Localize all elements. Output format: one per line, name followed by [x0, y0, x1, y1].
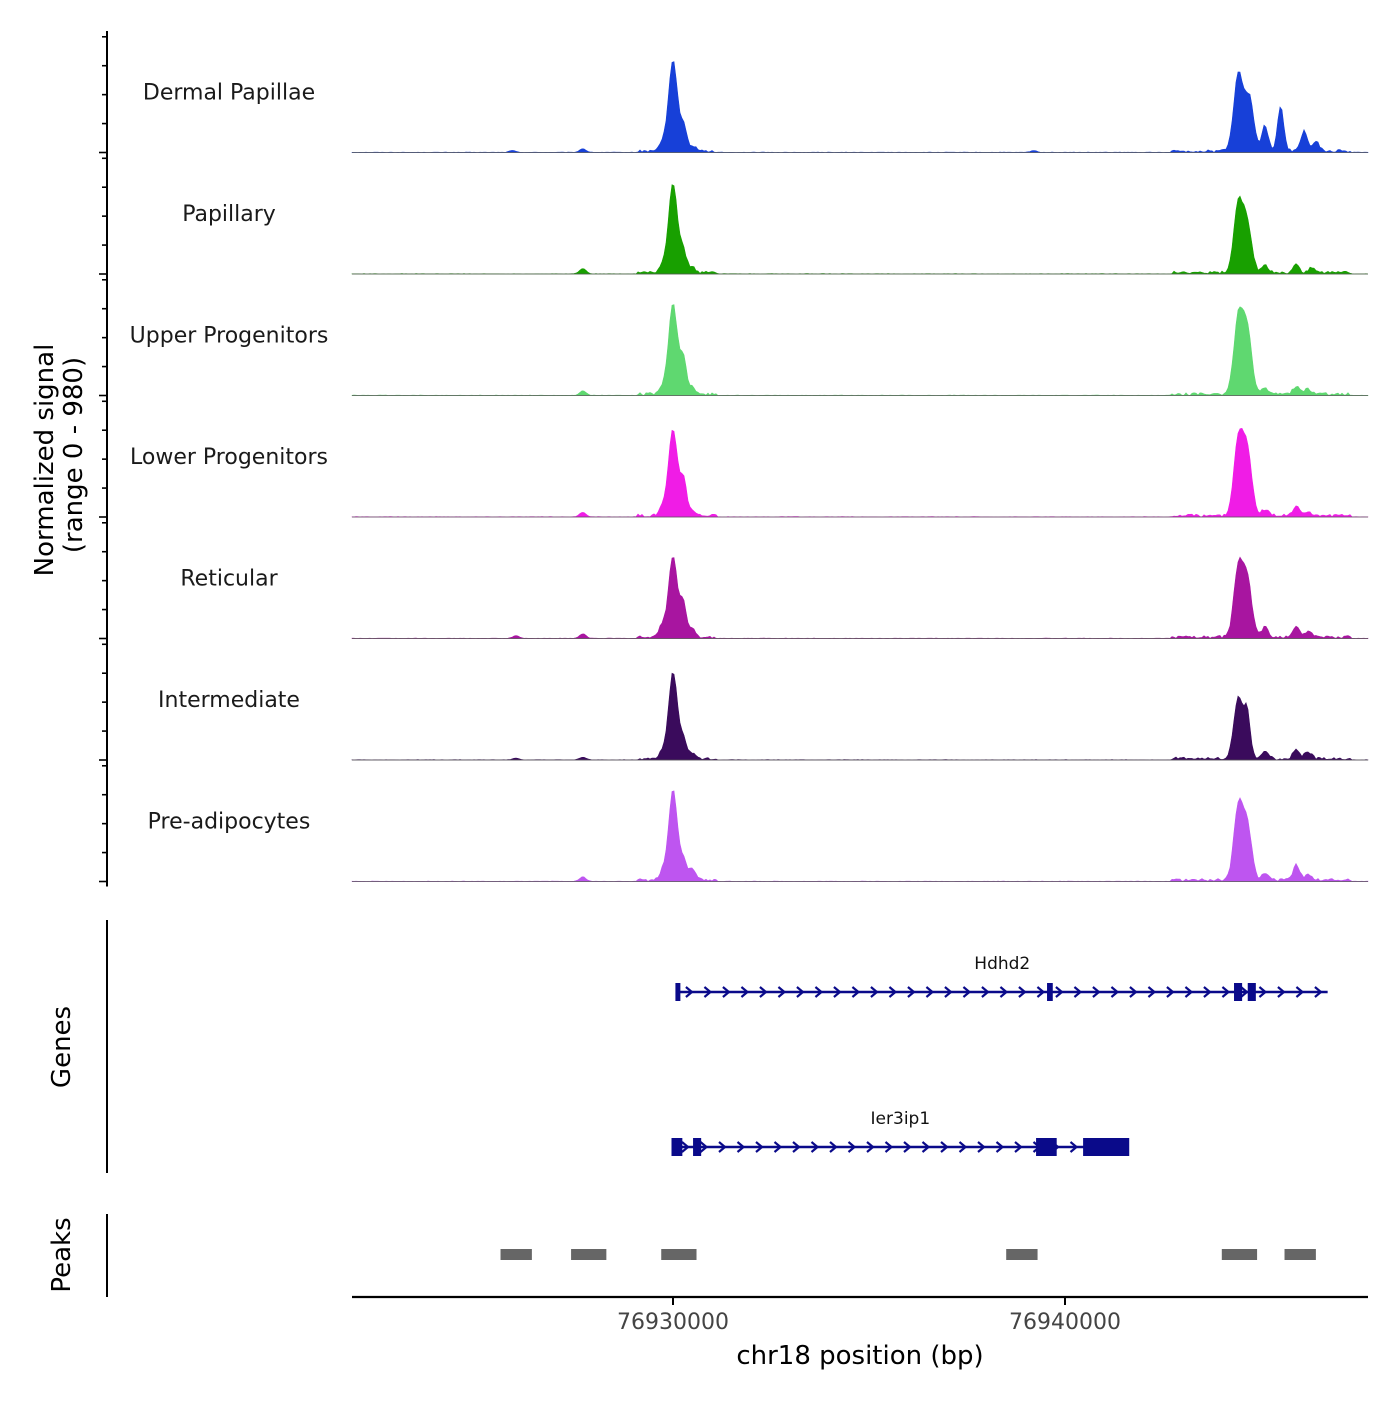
strand-arrow: [940, 1141, 949, 1153]
gene-exon: [1047, 983, 1053, 1001]
strand-arrow: [866, 1141, 875, 1153]
strand-arrow: [958, 1141, 968, 1153]
x-tick-label: 76940000: [1009, 1310, 1121, 1335]
gene-track: Hdhd2 Ier3ip1: [106, 920, 1328, 1173]
strand-arrow: [759, 986, 768, 998]
peak-block: [1284, 1249, 1316, 1260]
signal-area-2: [351, 304, 1369, 396]
strand-arrow: [681, 1141, 690, 1153]
signal-area-3: [351, 427, 1369, 518]
gene-exon: [1036, 1138, 1057, 1156]
strand-arrow: [921, 1141, 931, 1153]
gene-exon: [1234, 983, 1243, 1001]
strand-arrow: [810, 1141, 820, 1153]
peak-block: [1006, 1249, 1038, 1260]
strand-arrow: [703, 986, 713, 998]
strand-arrow: [1092, 986, 1101, 998]
strand-arrow: [1277, 986, 1286, 998]
strand-arrow: [999, 986, 1009, 998]
track-label: Reticular: [180, 567, 278, 592]
gene-label: Ier3ip1: [871, 1109, 931, 1129]
strand-arrow: [1203, 986, 1212, 998]
strand-arrow: [1166, 986, 1175, 998]
strand-arrow: [1240, 986, 1249, 998]
track-label: Intermediate: [158, 688, 300, 713]
peaks-axis-title: Peaks: [47, 1217, 77, 1292]
gene-exon: [1247, 983, 1256, 1001]
strand-arrow: [1110, 986, 1120, 998]
peak-block: [661, 1249, 697, 1260]
axes: Normalized signal (range 0 - 980) Genes …: [30, 344, 984, 1371]
gene-exon: [675, 983, 681, 1001]
x-axis-title: chr18 position (bp): [736, 1341, 983, 1371]
genes-axis-title: Genes: [47, 1006, 77, 1088]
signal-tracks: Dermal Papillae Papillary Upper Progenitor…: [99, 31, 1369, 887]
strand-arrow: [1295, 986, 1305, 998]
strand-arrow: [851, 986, 861, 998]
strand-arrow: [944, 986, 953, 998]
gene-label: Hdhd2: [974, 954, 1030, 974]
strand-arrow: [884, 1141, 894, 1153]
x-axis: 76930000 76940000: [352, 1295, 1368, 1335]
gene-exon: [671, 1138, 683, 1156]
gene-exon: [693, 1138, 702, 1156]
track-label: Dermal Papillae: [143, 81, 315, 106]
gene-exon: [1083, 1138, 1130, 1156]
x-tick-label: 76930000: [617, 1310, 729, 1335]
y-axis-title: Normalized signal: [30, 344, 60, 577]
signal-area-6: [351, 790, 1369, 882]
strand-arrow: [814, 986, 824, 998]
strand-arrow: [1073, 986, 1083, 998]
track-label: Papillary: [182, 202, 276, 227]
signal-area-5: [351, 672, 1369, 761]
strand-arrow: [1069, 1141, 1079, 1153]
strand-arrow: [962, 986, 972, 998]
strand-arrow: [847, 1141, 857, 1153]
strand-arrow: [1129, 986, 1138, 998]
signal-area-4: [351, 556, 1369, 639]
strand-arrow: [1036, 986, 1046, 998]
strand-arrow: [888, 986, 898, 998]
strand-arrow: [1014, 1141, 1023, 1153]
peak-track: [106, 1214, 1316, 1297]
strand-arrow: [833, 986, 842, 998]
strand-arrow: [1018, 986, 1027, 998]
peak-block: [571, 1249, 607, 1260]
track-label: Pre-adipocytes: [148, 810, 311, 835]
strand-arrow: [773, 1141, 783, 1153]
strand-arrow: [870, 986, 879, 998]
strand-arrow: [925, 986, 935, 998]
strand-arrow: [1184, 986, 1194, 998]
strand-arrow: [777, 986, 787, 998]
strand-arrow: [1055, 986, 1064, 998]
strand-arrow: [796, 986, 805, 998]
track-label: Upper Progenitors: [130, 324, 329, 349]
strand-arrow: [792, 1141, 801, 1153]
strand-arrow: [722, 986, 731, 998]
strand-arrow: [1258, 986, 1268, 998]
strand-arrow: [736, 1141, 746, 1153]
strand-arrow: [977, 1141, 986, 1153]
strand-arrow: [1147, 986, 1157, 998]
strand-arrow: [981, 986, 990, 998]
strand-arrow: [907, 986, 916, 998]
peak-block: [500, 1249, 532, 1260]
strand-arrow: [740, 986, 750, 998]
strand-arrow: [699, 1141, 709, 1153]
strand-arrow: [685, 986, 694, 998]
strand-arrow: [755, 1141, 764, 1153]
peak-block: [1221, 1249, 1258, 1260]
signal-area-0: [351, 61, 1369, 153]
strand-arrow: [1314, 986, 1323, 998]
signal-area-1: [351, 184, 1369, 275]
y-axis-subtitle: (range 0 - 980): [59, 357, 89, 553]
strand-arrow: [995, 1141, 1005, 1153]
strand-arrow: [903, 1141, 912, 1153]
strand-arrow: [718, 1141, 727, 1153]
strand-arrow: [1221, 986, 1231, 998]
strand-arrow: [829, 1141, 838, 1153]
track-label: Lower Progenitors: [130, 445, 328, 470]
